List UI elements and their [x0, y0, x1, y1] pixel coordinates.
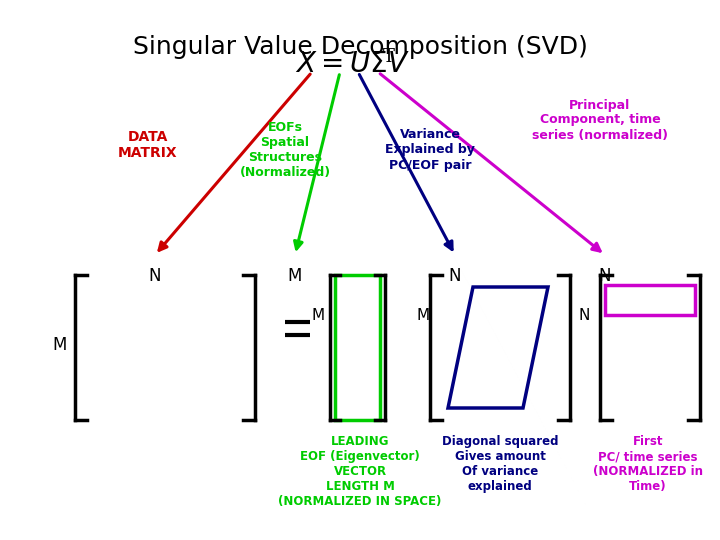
Text: $X = U\Sigma V$: $X = U\Sigma V$ [295, 51, 410, 78]
Text: M: M [53, 336, 67, 354]
Text: First
PC/ time series
(NORMALIZED in
Time): First PC/ time series (NORMALIZED in Tim… [593, 435, 703, 493]
Bar [605, 285, 695, 315]
Text: Principal
Component, time
series (normalized): Principal Component, time series (normal… [532, 98, 668, 141]
Text: DATA
MATRIX: DATA MATRIX [118, 130, 178, 160]
Text: M: M [288, 267, 302, 285]
Text: T: T [383, 48, 395, 66]
Text: M: M [417, 307, 430, 322]
Text: N: N [449, 267, 462, 285]
Text: M: M [312, 307, 325, 322]
Text: N: N [599, 267, 611, 285]
Bar [335, 275, 380, 420]
Text: Variance
Explained by
PC/EOF pair: Variance Explained by PC/EOF pair [385, 129, 475, 172]
Text: N: N [149, 267, 161, 285]
Text: N: N [579, 307, 590, 322]
Text: LEADING
EOF (Eigenvector)
VECTOR
LENGTH M
(NORMALIZED IN SPACE): LEADING EOF (Eigenvector) VECTOR LENGTH … [279, 435, 441, 508]
Text: Diagonal squared
Gives amount
Of variance
explained: Diagonal squared Gives amount Of varianc… [442, 435, 558, 493]
Text: Singular Value Decomposition (SVD): Singular Value Decomposition (SVD) [132, 35, 588, 59]
Polygon shape [448, 287, 548, 408]
Text: EOFs
Spatial
Structures
(Normalized): EOFs Spatial Structures (Normalized) [240, 121, 330, 179]
